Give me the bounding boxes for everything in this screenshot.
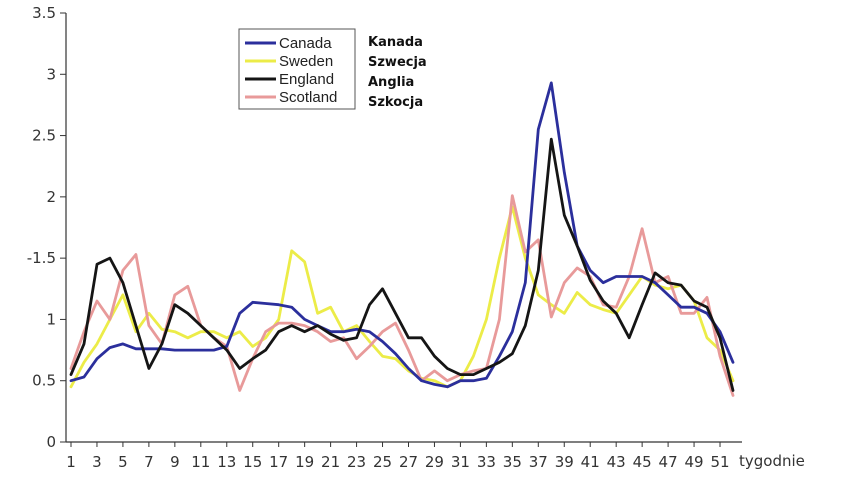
- x-tick-label: 45: [633, 453, 652, 471]
- legend-translation: Anglia: [368, 75, 414, 90]
- y-tick-label: 2.5: [32, 127, 56, 145]
- x-tick-label: 3: [92, 453, 102, 471]
- x-tick-label: 47: [659, 453, 678, 471]
- series-line-scotland: [69, 194, 735, 397]
- x-tick-label: 21: [321, 453, 340, 471]
- x-tick-label: 29: [425, 453, 444, 471]
- x-axis-title: tygodnie: [739, 452, 805, 470]
- x-tick-label: 5: [118, 453, 128, 471]
- y-tick-label: 1: [46, 310, 56, 328]
- x-tick-label: 9: [170, 453, 180, 471]
- x-tick-label: 41: [581, 453, 600, 471]
- x-tick-label: 13: [217, 453, 236, 471]
- x-tick-label: 19: [295, 453, 314, 471]
- legend-label: England: [279, 71, 334, 88]
- legend-translations: Kanada Szwecja Anglia Szkocja: [368, 35, 427, 110]
- x-tick-label: 39: [555, 453, 574, 471]
- x-tick-label: 43: [607, 453, 626, 471]
- y-tick-label: 2: [46, 188, 56, 206]
- x-tick-label: 37: [529, 453, 548, 471]
- series-line-england: [69, 137, 735, 392]
- legend-translation: Szwecja: [368, 55, 427, 70]
- x-tick-label: 15: [243, 453, 262, 471]
- x-tick-label: 7: [144, 453, 154, 471]
- axes: [65, 13, 742, 443]
- x-tick-label: 49: [685, 453, 704, 471]
- y-tick-label: 0: [46, 433, 56, 451]
- legend-label: Canada: [279, 35, 332, 52]
- series-line-sweden: [69, 205, 735, 389]
- x-tick-label: 11: [191, 453, 210, 471]
- x-tick-label: 35: [503, 453, 522, 471]
- legend-label: Sweden: [279, 53, 333, 70]
- x-tick-label: 25: [373, 453, 392, 471]
- y-axis-ticks: 0 0.5 1 -1.5 2 2.5 3 3.5: [27, 4, 66, 451]
- x-tick-label: 27: [399, 453, 418, 471]
- x-axis-ticks: 1 3 5 7 9 11 13 15 17 19 21 23 25 27 29 31 33 35 37 39 41 43 4…: [66, 442, 730, 471]
- legend-translation: Szkocja: [368, 95, 423, 110]
- legend-translation: Kanada: [368, 35, 423, 50]
- x-tick-label: 33: [477, 453, 496, 471]
- x-tick-label: 31: [451, 453, 470, 471]
- y-tick-label: 3.5: [32, 4, 56, 22]
- x-tick-label: 17: [269, 453, 288, 471]
- y-tick-label: 3: [46, 65, 56, 83]
- x-tick-label: 51: [710, 453, 729, 471]
- legend-label: Scotland: [279, 89, 337, 106]
- y-tick-label: 0.5: [32, 372, 56, 390]
- series-lines: [69, 81, 735, 397]
- series-line-canada: [69, 81, 735, 389]
- x-tick-label: 23: [347, 453, 366, 471]
- y-tick-label: -1.5: [27, 249, 56, 267]
- x-tick-label: 1: [66, 453, 76, 471]
